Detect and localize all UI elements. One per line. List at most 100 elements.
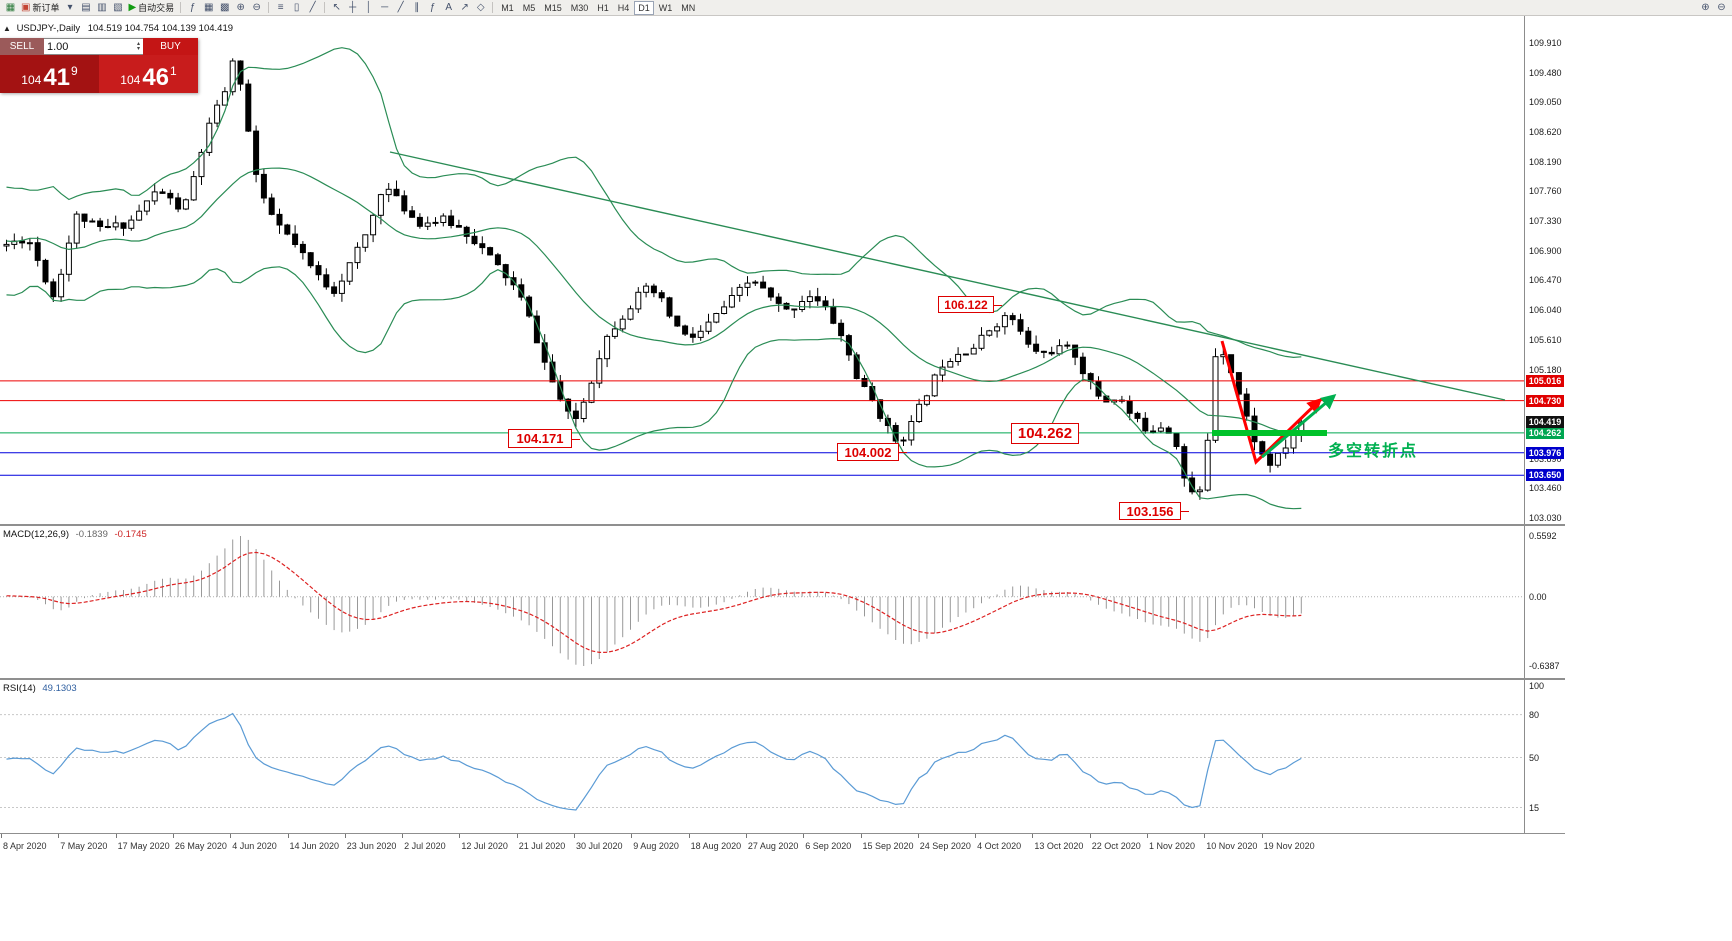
price-axis-label: 109.050 (1529, 97, 1562, 108)
cascade-windows-button[interactable]: ▩ (217, 1, 232, 15)
price-axis-label: 105.610 (1529, 334, 1562, 345)
date-label: 26 May 2020 (174, 841, 227, 851)
price-callout[interactable]: 103.156 (1119, 502, 1189, 520)
one-click-toggle-icon[interactable]: ▲ (3, 24, 11, 33)
price-axis[interactable]: 109.910 109.480 109.050 108.620 108.190 107.7… (1524, 16, 1565, 834)
fibonacci-button[interactable]: ƒ (425, 1, 440, 15)
time-axis-separator (0, 833, 1565, 834)
macd-panel-canvas[interactable] (0, 526, 1524, 678)
shapes-icon: ◇ (476, 1, 485, 13)
dropdown-button[interactable]: ▾ (62, 1, 77, 15)
tile-windows-button[interactable]: ▦ (201, 1, 216, 15)
zoom-out-icon: ⊖ (1717, 1, 1726, 13)
price-axis-label: 103.030 (1529, 512, 1562, 523)
indicators-button[interactable]: ƒ (185, 1, 200, 15)
zoom-in-button[interactable]: ⊕ (1698, 1, 1713, 15)
timeframe-mn[interactable]: MN (681, 2, 696, 13)
stepper-down-icon[interactable]: ▾ (136, 45, 140, 52)
price-callout[interactable]: 104.171 (508, 429, 580, 448)
timeframe-m15[interactable]: M15 (544, 2, 562, 13)
auto-trading-button[interactable]: ▶ 自动交易 (126, 1, 176, 15)
zoom-out-button[interactable]: ⊖ (1714, 1, 1729, 15)
channel-button[interactable]: ∥ (409, 1, 424, 15)
new-chart-button[interactable]: ▦ (3, 1, 18, 15)
ohlc-values: 104.519 104.754 104.139 104.419 (87, 23, 234, 34)
date-label: 4 Jun 2020 (232, 841, 277, 851)
level-price-tag: 105.016 (1526, 374, 1564, 387)
vertical-line-button[interactable]: │ (361, 1, 376, 15)
level-price-tag: 103.650 (1526, 469, 1564, 482)
timeframe-m30[interactable]: M30 (570, 2, 589, 13)
sell-price-prefix: 104 (21, 73, 42, 87)
time-axis[interactable]: 8 Apr 2020 7 May 2020 17 May 2020 26 May 20… (0, 834, 1524, 858)
callout-pointer (1181, 511, 1189, 512)
price-callout[interactable]: 106.122 (938, 296, 1002, 313)
buy-price-panel[interactable]: 104 46 1 (99, 55, 198, 93)
callout-pointer (994, 304, 1002, 306)
volume-stepper[interactable]: ▴ ▾ (136, 40, 140, 52)
time-axis-tick (574, 834, 575, 838)
charts-icon: ▥ (97, 1, 107, 13)
new-order-button[interactable]: ▣ 新订单 (19, 1, 61, 15)
candle-chart-button[interactable]: ▯ (289, 1, 304, 15)
price-axis-label: 108.190 (1529, 156, 1562, 167)
channel-icon: ∥ (414, 1, 420, 13)
vertical-line-icon: │ (365, 1, 372, 13)
bar-chart-icon: ≡ (277, 1, 284, 13)
arrow-object-icon: ↗ (460, 1, 469, 13)
rsi-panel-canvas[interactable] (0, 680, 1524, 833)
bar-chart-button[interactable]: ≡ (273, 1, 288, 15)
sell-button[interactable]: SELL (0, 38, 44, 55)
trendline-icon: ╱ (397, 1, 404, 13)
price-axis-label: 106.470 (1529, 275, 1562, 286)
candle-chart-icon: ▯ (293, 1, 300, 13)
crosshair-button[interactable]: ┼ (345, 1, 360, 15)
callout-pointer (572, 438, 580, 440)
timeframe-h4[interactable]: H4 (617, 2, 630, 13)
timeframe-h1[interactable]: H1 (597, 2, 609, 13)
main-chart-canvas[interactable] (0, 16, 1524, 524)
horizontal-line-button[interactable]: ─ (377, 1, 392, 15)
date-label: 21 Jul 2020 (518, 841, 566, 851)
rsi-panel-splitter[interactable] (0, 678, 1565, 680)
macd-panel-splitter[interactable] (0, 524, 1565, 526)
zoom-out-button[interactable]: ⊖ (249, 1, 264, 15)
buy-button[interactable]: BUY (143, 38, 198, 55)
time-axis-tick (516, 834, 518, 838)
line-chart-button[interactable]: ╱ (305, 1, 320, 15)
timeframe-m5[interactable]: M5 (522, 2, 536, 13)
chart-window: 8 Apr 2020 7 May 2020 17 May 2020 26 May 20… (0, 16, 1565, 858)
profiles-button[interactable]: ▤ (78, 1, 93, 15)
charts-button[interactable]: ▥ (94, 1, 109, 15)
price-axis-label: 108.620 (1529, 127, 1562, 138)
stepper-up-icon[interactable]: ▴ (136, 40, 140, 47)
timeframe-m1[interactable]: M1 (501, 2, 514, 13)
date-label: 13 Oct 2020 (1034, 841, 1084, 851)
date-label: 8 Apr 2020 (3, 841, 47, 851)
time-axis-tick (1032, 834, 1034, 838)
price-axis-label: 107.760 (1529, 186, 1562, 197)
turning-point-annotation[interactable]: 多空转折点 (1328, 443, 1419, 460)
text-label-button[interactable]: A (441, 1, 456, 15)
rsi-axis-label: 15 (1529, 802, 1540, 813)
shapes-button[interactable]: ◇ (473, 1, 488, 15)
macd-main-value: -0.1839 (75, 529, 108, 540)
price-callout[interactable]: 104.262 (1011, 423, 1079, 444)
trendline-button[interactable]: ╱ (393, 1, 408, 15)
sell-price-panel[interactable]: 104 41 9 (0, 55, 99, 93)
date-label: 7 May 2020 (60, 841, 108, 851)
timeframe-w1[interactable]: W1 (658, 2, 673, 13)
time-axis-tick (860, 834, 862, 838)
horizontal-line-icon: ─ (381, 1, 389, 13)
macd-signal-value: -0.1745 (114, 529, 147, 540)
zoom-in-button[interactable]: ⊕ (233, 1, 248, 15)
arrow-object-button[interactable]: ↗ (457, 1, 472, 15)
crosshair-icon: ┼ (349, 1, 357, 13)
cursor-button[interactable]: ↖ (329, 1, 344, 15)
strategy-tester-button[interactable]: ▧ (110, 1, 125, 15)
price-callout[interactable]: 104.002 (837, 443, 907, 461)
level-price-tag: 104.262 (1526, 426, 1564, 439)
volume-input[interactable]: 1.00 ▴ ▾ (44, 38, 143, 55)
timeframe-d1[interactable]: D1 (634, 0, 654, 15)
